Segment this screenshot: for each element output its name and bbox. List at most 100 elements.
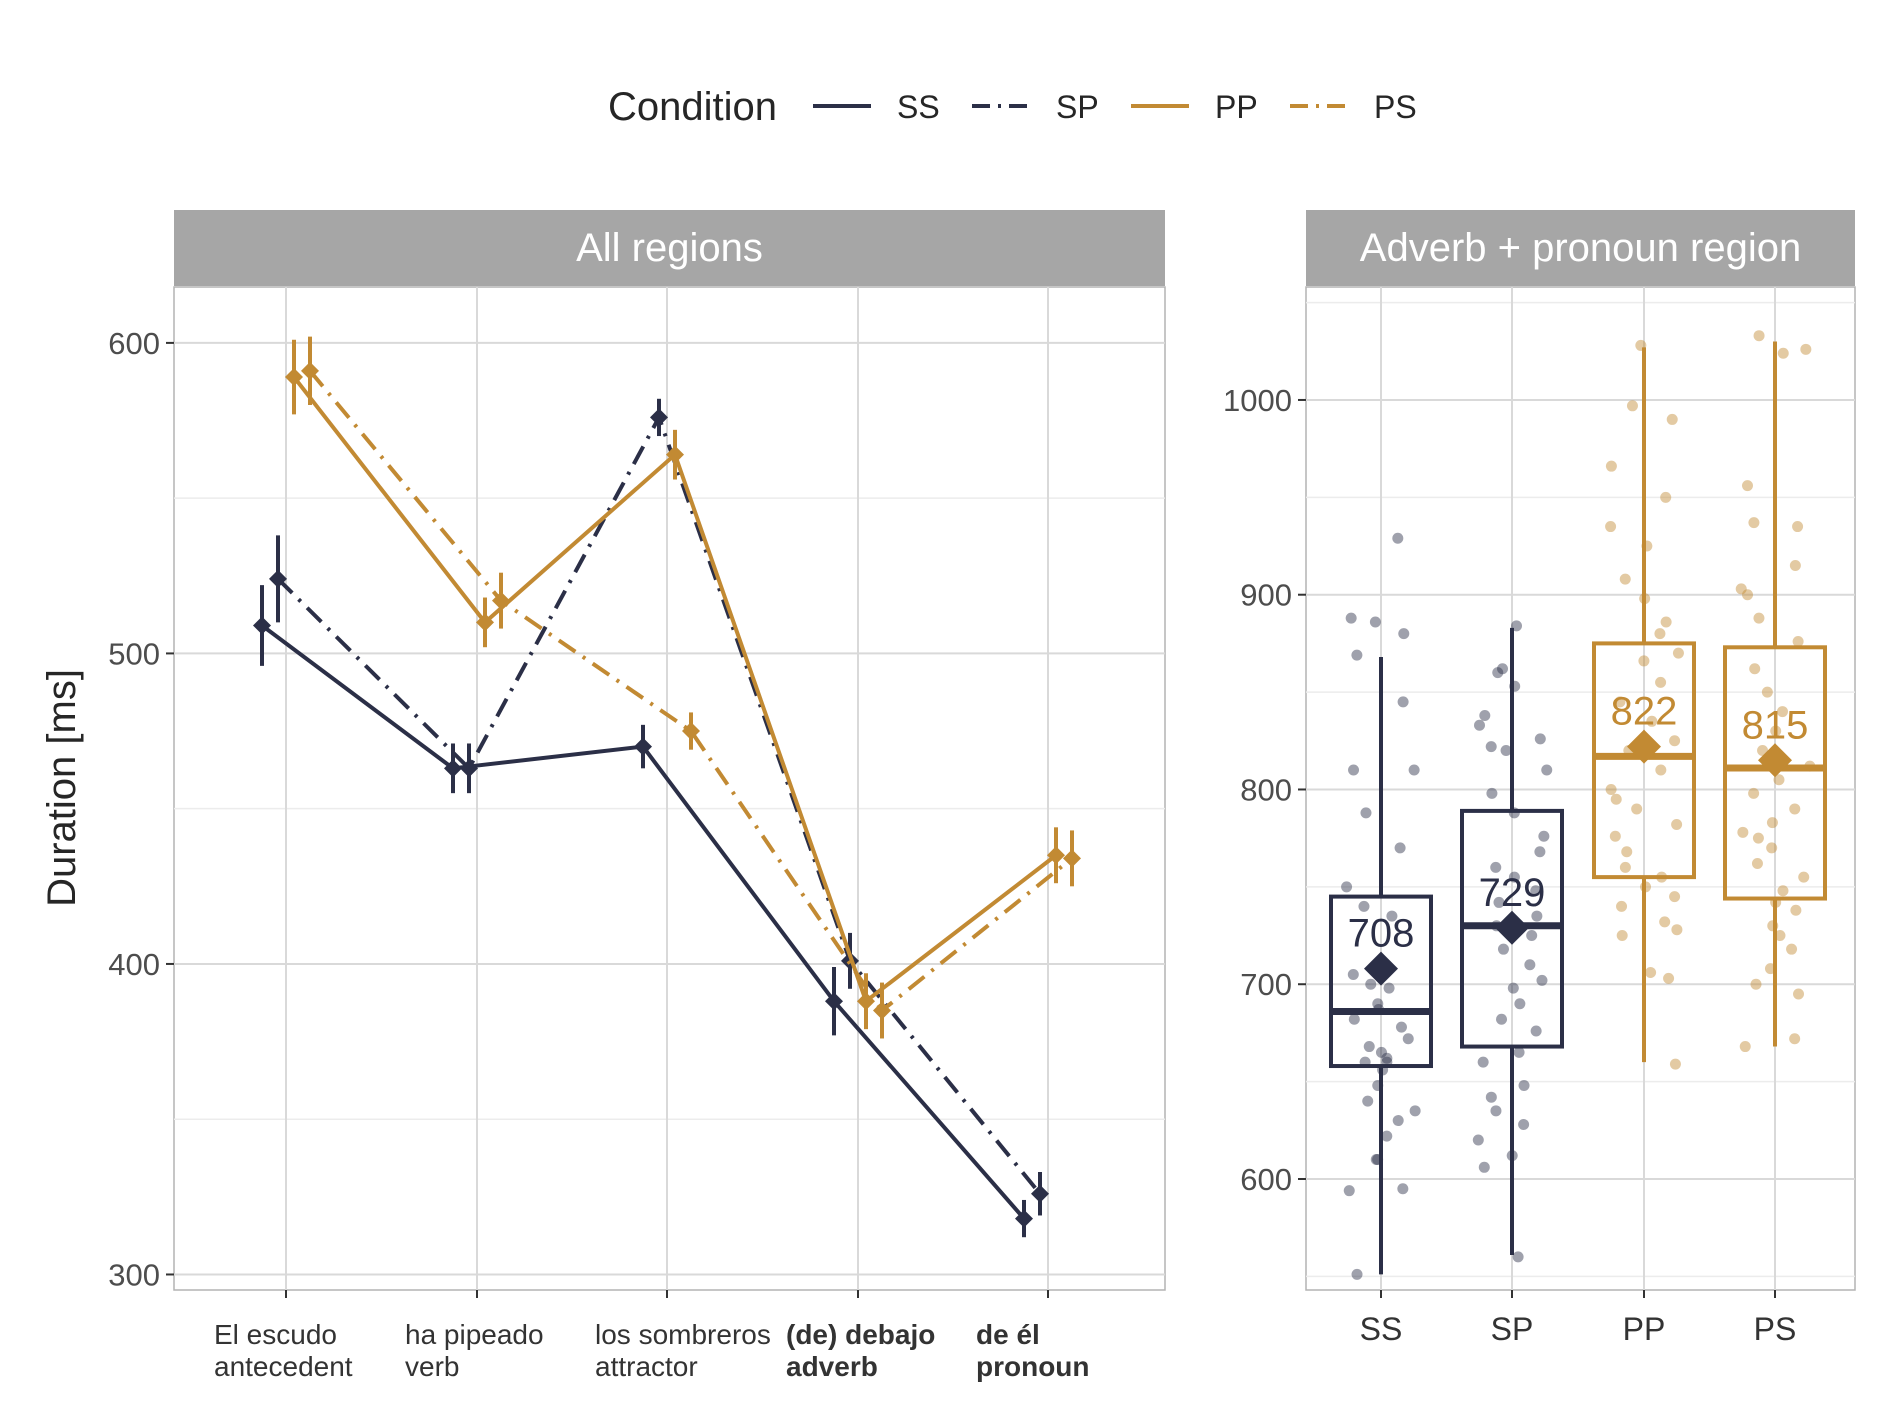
data-point: [1490, 861, 1502, 873]
x-tick-label: PS: [1754, 1311, 1797, 1347]
series-ps: [301, 336, 1081, 1039]
x-label-role: antecedent: [214, 1351, 353, 1382]
mean-marker: [1495, 910, 1529, 945]
mean-point: [1015, 1209, 1033, 1228]
mean-label: 815: [1742, 703, 1809, 747]
x-tick-label: SP: [1491, 1311, 1534, 1347]
data-point: [1409, 1105, 1421, 1117]
x-label-word: de él: [976, 1319, 1040, 1350]
data-point: [1735, 583, 1747, 595]
data-point: [1492, 667, 1504, 679]
mean-point: [873, 1001, 891, 1020]
data-point: [1655, 764, 1667, 776]
data-point: [1348, 1013, 1360, 1025]
data-point: [1530, 1025, 1542, 1037]
data-point: [1605, 460, 1617, 472]
data-point: [1774, 930, 1786, 942]
mean-point: [444, 759, 462, 778]
data-point: [1365, 978, 1377, 990]
data-point: [1621, 846, 1633, 858]
data-point: [1479, 709, 1491, 721]
mean-label: 822: [1611, 690, 1678, 734]
data-point: [1671, 924, 1683, 936]
data-point: [1386, 910, 1398, 922]
data-point: [1485, 1091, 1497, 1103]
panel-all-regions: All regions 300 400 500 600 El escudoanteced…: [40, 210, 1166, 1382]
y-tick-label: 300: [108, 1257, 160, 1292]
data-point: [1493, 896, 1505, 908]
data-point: [1786, 943, 1798, 955]
data-point: [1513, 1046, 1525, 1058]
data-point: [1345, 612, 1357, 624]
data-point: [1761, 686, 1773, 698]
data-point: [1792, 521, 1804, 533]
legend-label-pp: PP: [1215, 89, 1258, 125]
data-point: [1351, 649, 1363, 661]
data-point: [1472, 1134, 1484, 1146]
mean-point: [1031, 1184, 1049, 1203]
data-point: [1490, 1105, 1502, 1117]
data-point: [1394, 842, 1406, 854]
data-point: [1538, 830, 1550, 842]
data-point: [1526, 930, 1538, 942]
data-point: [1750, 978, 1762, 990]
data-point: [1478, 1161, 1490, 1173]
y-tick-label: 800: [1240, 772, 1292, 807]
box-body: [1723, 645, 1827, 901]
data-point: [1749, 663, 1761, 675]
box-ss: 708: [1329, 532, 1433, 1280]
data-point: [1742, 589, 1754, 601]
mean-label: 708: [1348, 912, 1415, 956]
mean-point: [682, 722, 700, 741]
data-point: [1397, 1183, 1409, 1195]
data-point: [1672, 647, 1684, 659]
data-point: [1766, 817, 1778, 829]
data-point: [1789, 560, 1801, 572]
x-label-word: los sombreros: [595, 1319, 771, 1350]
data-point: [1789, 1033, 1801, 1045]
data-point: [1392, 532, 1404, 544]
data-point: [1383, 982, 1395, 994]
data-point: [1343, 1185, 1355, 1197]
box-body: [1329, 894, 1433, 1069]
data-point: [1616, 930, 1628, 942]
series-pp: [285, 339, 1065, 1030]
data-point: [1518, 1118, 1530, 1130]
y-tick-label: 500: [108, 636, 160, 671]
data-point: [1660, 616, 1672, 628]
mean-label: 729: [1479, 871, 1546, 915]
data-point: [1659, 916, 1671, 928]
y-tick-label: 700: [1240, 967, 1292, 1002]
data-point: [1508, 871, 1520, 883]
data-point: [1739, 1041, 1751, 1053]
data-point: [1512, 1251, 1524, 1263]
box-sp: 729: [1460, 620, 1564, 1263]
data-point: [1347, 968, 1359, 980]
data-point: [1372, 998, 1384, 1010]
data-point: [1616, 900, 1628, 912]
data-point: [1360, 807, 1372, 819]
mean-point: [1063, 849, 1081, 868]
y-tick-label: 600: [108, 326, 160, 361]
data-point: [1773, 774, 1785, 786]
y-tick-label: 1000: [1223, 383, 1292, 418]
legend-label-sp: SP: [1056, 89, 1099, 125]
data-point: [1507, 982, 1519, 994]
data-point: [1646, 715, 1658, 727]
x-tick-label: SS: [1360, 1311, 1403, 1347]
box-pp: 822: [1592, 339, 1696, 1070]
data-point: [1638, 655, 1650, 667]
data-point: [1362, 1095, 1374, 1107]
data-point: [1619, 573, 1631, 585]
data-point: [1655, 676, 1667, 688]
data-point: [1737, 826, 1749, 838]
data-point: [1610, 793, 1622, 805]
box-ps: 815: [1723, 330, 1827, 1053]
data-point: [1605, 783, 1617, 795]
panel-strip: [1306, 210, 1855, 286]
mean-point: [476, 613, 494, 632]
data-point: [1626, 400, 1638, 412]
data-point: [1800, 343, 1812, 355]
